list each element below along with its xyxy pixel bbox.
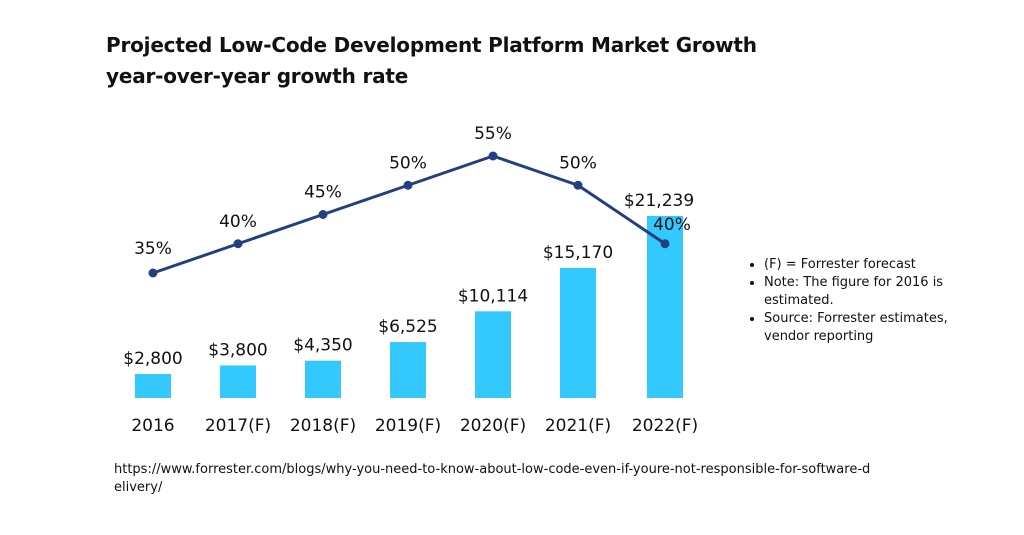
source-link[interactable]: https://www.forrester.com/blogs/why-you-… — [114, 462, 871, 495]
growth-point — [148, 268, 158, 278]
bar — [390, 342, 426, 398]
bar — [135, 374, 171, 398]
bar-value-label: $2,800 — [123, 349, 182, 369]
growth-rate-label: 35% — [134, 239, 172, 259]
note-item: (F) = Forrester forecast — [764, 256, 960, 274]
growth-rate-label: 50% — [389, 153, 427, 173]
bar — [305, 360, 341, 398]
x-tick-label: 2022(F) — [632, 416, 698, 436]
growth-rate-label: 55% — [474, 124, 512, 144]
growth-point — [403, 180, 413, 190]
bar-value-label: $4,350 — [293, 336, 352, 356]
bar-value-label: $6,525 — [378, 317, 437, 337]
note-item: Note: The figure for 2016 is estimated. — [764, 274, 960, 310]
note-item: Source: Forrester estimates, vendor repo… — [764, 310, 960, 346]
x-tick-label: 2017(F) — [205, 416, 271, 436]
bar — [475, 311, 511, 398]
growth-point — [233, 239, 243, 249]
bar-value-label: $10,114 — [458, 286, 528, 306]
chart-subtitle: year-over-year growth rate — [106, 64, 409, 88]
growth-rate-label: 40% — [653, 215, 691, 235]
x-tick-label: 2021(F) — [545, 416, 611, 436]
growth-point — [573, 180, 583, 190]
growth-rate-label: 40% — [219, 212, 257, 232]
growth-point — [318, 210, 328, 219]
growth-point — [488, 151, 498, 161]
x-tick-label: 2019(F) — [375, 416, 441, 436]
bar — [220, 365, 256, 398]
bar-value-label: $3,800 — [208, 340, 267, 360]
notes-list: (F) = Forrester forecast Note: The figur… — [750, 256, 960, 346]
bar-value-label: $21,239 — [624, 191, 694, 211]
x-tick-label: 2020(F) — [460, 416, 526, 436]
chart-title: Projected Low-Code Development Platform … — [106, 33, 757, 57]
growth-rate-label: 45% — [304, 183, 342, 203]
bar-value-label: $15,170 — [543, 243, 613, 263]
x-tick-label: 2016 — [131, 416, 174, 436]
bar — [560, 267, 596, 398]
growth-point — [660, 239, 670, 249]
x-tick-label: 2018(F) — [290, 416, 356, 436]
growth-rate-label: 50% — [559, 153, 597, 173]
